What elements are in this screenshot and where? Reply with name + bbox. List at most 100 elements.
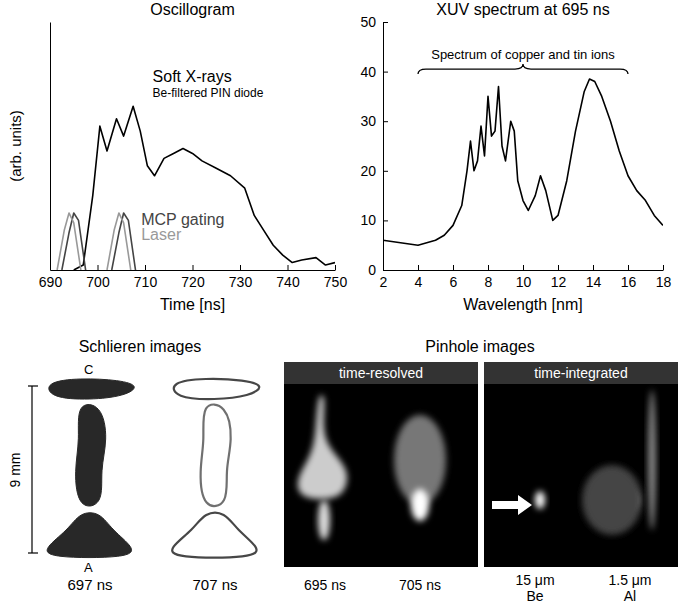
schlieren-image [47, 379, 134, 558]
emission [648, 390, 656, 530]
data-line [57, 213, 131, 270]
x-tick: 4 [415, 265, 423, 290]
plot-area [57, 106, 335, 270]
x-tick: 14 [586, 265, 602, 290]
x-tick-label: 16 [621, 274, 637, 290]
y-tick-label: 20 [360, 163, 376, 179]
x-tick: 6 [450, 265, 458, 290]
y-axis-line [383, 23, 384, 271]
chart-panel: Oscillogram690700710720730740750Time [ns… [7, 1, 347, 313]
x-tick-mark [98, 265, 99, 270]
x-tick-mark [663, 265, 664, 270]
electrode-label: C [84, 362, 93, 377]
y-tick-mark [383, 22, 388, 23]
group-label: time-integrated [534, 365, 627, 381]
schlieren-shape [49, 379, 134, 399]
x-tick-mark [593, 265, 594, 270]
y-axis-title: (arb. units) [7, 110, 24, 182]
x-tick-mark [628, 265, 629, 270]
schlieren-shape [172, 513, 256, 558]
annotation-bracket [418, 64, 628, 74]
y-tick-mark [383, 270, 388, 271]
x-axis-title: Time [ns] [160, 296, 225, 313]
x-tick-label: 6 [450, 274, 458, 290]
x-tick: 720 [181, 265, 205, 290]
x-tick-label: 700 [86, 274, 110, 290]
y-tick: 0 [368, 262, 388, 278]
arrow [492, 495, 532, 515]
emission [411, 489, 429, 521]
data-line [74, 106, 335, 270]
x-tick-label: 10 [516, 274, 532, 290]
y-tick-label: 10 [360, 212, 376, 228]
y-tick-label: 0 [368, 262, 376, 278]
schlieren-shape [201, 405, 231, 507]
x-tick-label: 740 [276, 274, 300, 290]
frame-label: 707 ns [192, 576, 237, 593]
schlieren-shape [47, 513, 131, 558]
chart-title: XUV spectrum at 695 ns [436, 1, 609, 18]
x-tick-mark [488, 265, 489, 270]
panel-title: Pinhole images [425, 338, 534, 355]
schlieren-shape [174, 379, 259, 399]
scale-bar [31, 386, 32, 553]
scale-bar-end [28, 552, 38, 553]
scale-bar-end [28, 385, 38, 386]
y-tick-label: 50 [360, 14, 376, 30]
schlieren-image [172, 379, 259, 558]
x-tick-mark [335, 265, 336, 270]
annotation: Spectrum of copper and tin ions [431, 47, 615, 62]
x-tick-label: 2 [380, 274, 388, 290]
frame-label: 695 ns [304, 577, 346, 593]
x-tick: 18 [656, 265, 672, 290]
x-tick: 16 [621, 265, 637, 290]
x-tick-label: 720 [181, 274, 205, 290]
x-tick: 12 [551, 265, 567, 290]
y-tick-mark [383, 121, 388, 122]
y-axis-line [50, 23, 51, 271]
chart-title: Oscillogram [150, 1, 234, 18]
y-tick-mark [383, 72, 388, 73]
y-tick: 30 [360, 113, 388, 129]
frame-label: 705 ns [399, 577, 441, 593]
x-tick-mark [453, 265, 454, 270]
pinhole-panel: Pinhole imagestime-resolved695 ns705 nst… [284, 338, 678, 604]
x-tick: 730 [229, 265, 253, 290]
x-tick: 700 [86, 265, 110, 290]
y-tick-label: 40 [360, 64, 376, 80]
image-header [484, 362, 678, 384]
x-axis-title: Wavelength [nm] [463, 296, 582, 313]
y-tick: 50 [360, 14, 388, 30]
x-tick-label: 750 [324, 274, 348, 290]
x-tick: 710 [134, 265, 158, 290]
x-tick-label: 18 [656, 274, 672, 290]
y-tick: 40 [360, 64, 388, 80]
x-tick-label: 12 [551, 274, 567, 290]
x-tick: 750 [324, 265, 348, 290]
emission [582, 465, 642, 535]
x-tick-mark [288, 265, 289, 270]
electrode-label: A [84, 560, 93, 575]
x-tick-mark [523, 265, 524, 270]
emission [318, 500, 330, 540]
pinhole-image [535, 390, 656, 535]
image-background [284, 362, 478, 567]
emission [535, 491, 545, 509]
x-tick-label: 4 [415, 274, 423, 290]
pinhole-image [298, 395, 446, 540]
annotation: Be-filtered PIN diode [153, 86, 264, 100]
image-header [284, 362, 478, 384]
x-tick-mark [418, 265, 419, 270]
x-tick: 8 [485, 265, 493, 290]
schlieren-panel: Schlieren images9 mm697 ns707 nsCA [7, 338, 259, 593]
panel-title: Schlieren images [79, 338, 202, 355]
x-tick-mark [240, 265, 241, 270]
series-label: Laser [141, 226, 182, 243]
y-tick: 20 [360, 163, 388, 179]
x-tick-label: 14 [586, 274, 602, 290]
scale-label: 9 mm [7, 453, 23, 488]
y-axis: 0 10 20 30 40 50 [360, 14, 388, 278]
y-tick: 10 [360, 212, 388, 228]
x-axis-line [51, 270, 336, 271]
frame-label: 15 μmBe [515, 572, 554, 604]
